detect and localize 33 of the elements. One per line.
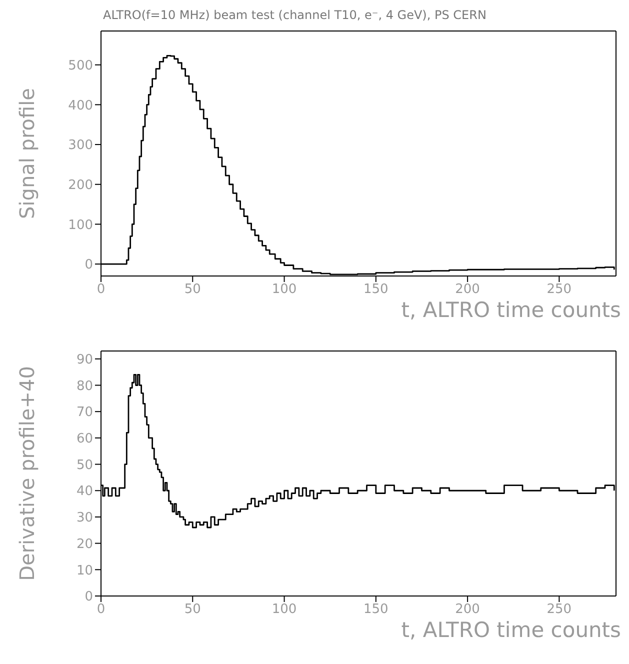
x-tick-label: 100	[272, 602, 297, 618]
y-tick-label: 60	[76, 432, 93, 447]
y-tick-label: 100	[68, 218, 93, 233]
y-tick-label: 0	[84, 590, 93, 605]
x-tick-label: 0	[96, 282, 106, 298]
y-tick-label: 300	[68, 138, 93, 154]
x-tick-label: 250	[546, 282, 572, 298]
x-tick-label: 50	[184, 282, 201, 298]
x-tick-label: 150	[363, 282, 388, 298]
y-tick-label: 0	[84, 258, 93, 273]
y-tick-label: 30	[76, 510, 93, 526]
y-tick-label: 20	[76, 536, 93, 552]
x-tick-label: 50	[184, 602, 201, 618]
y-tick-label: 80	[76, 378, 93, 394]
y-axis-title: Signal profile	[15, 88, 40, 219]
x-axis-title: t, ALTRO time counts	[400, 298, 621, 324]
y-tick-label: 10	[76, 563, 93, 578]
y-tick-label: 40	[76, 484, 93, 500]
y-tick-label: 70	[76, 405, 93, 420]
y-tick-label: 200	[68, 178, 93, 193]
y-tick-label: 90	[76, 352, 93, 368]
x-tick-label: 250	[546, 602, 572, 618]
x-tick-label: 100	[272, 282, 297, 298]
y-axis-title: Derivative profile+40	[15, 366, 40, 581]
x-tick-label: 0	[96, 602, 106, 618]
x-tick-label: 200	[455, 602, 480, 618]
y-tick-label: 500	[68, 58, 93, 74]
x-tick-label: 200	[455, 282, 480, 298]
x-tick-label: 150	[363, 602, 388, 618]
x-axis-title: t, ALTRO time counts	[400, 618, 621, 644]
y-tick-label: 400	[68, 98, 93, 114]
y-tick-label: 50	[76, 458, 93, 473]
chart-title: ALTRO(f=10 MHz) beam test (channel T10, e⁻, 4 GeV), PS CERN	[103, 8, 488, 24]
